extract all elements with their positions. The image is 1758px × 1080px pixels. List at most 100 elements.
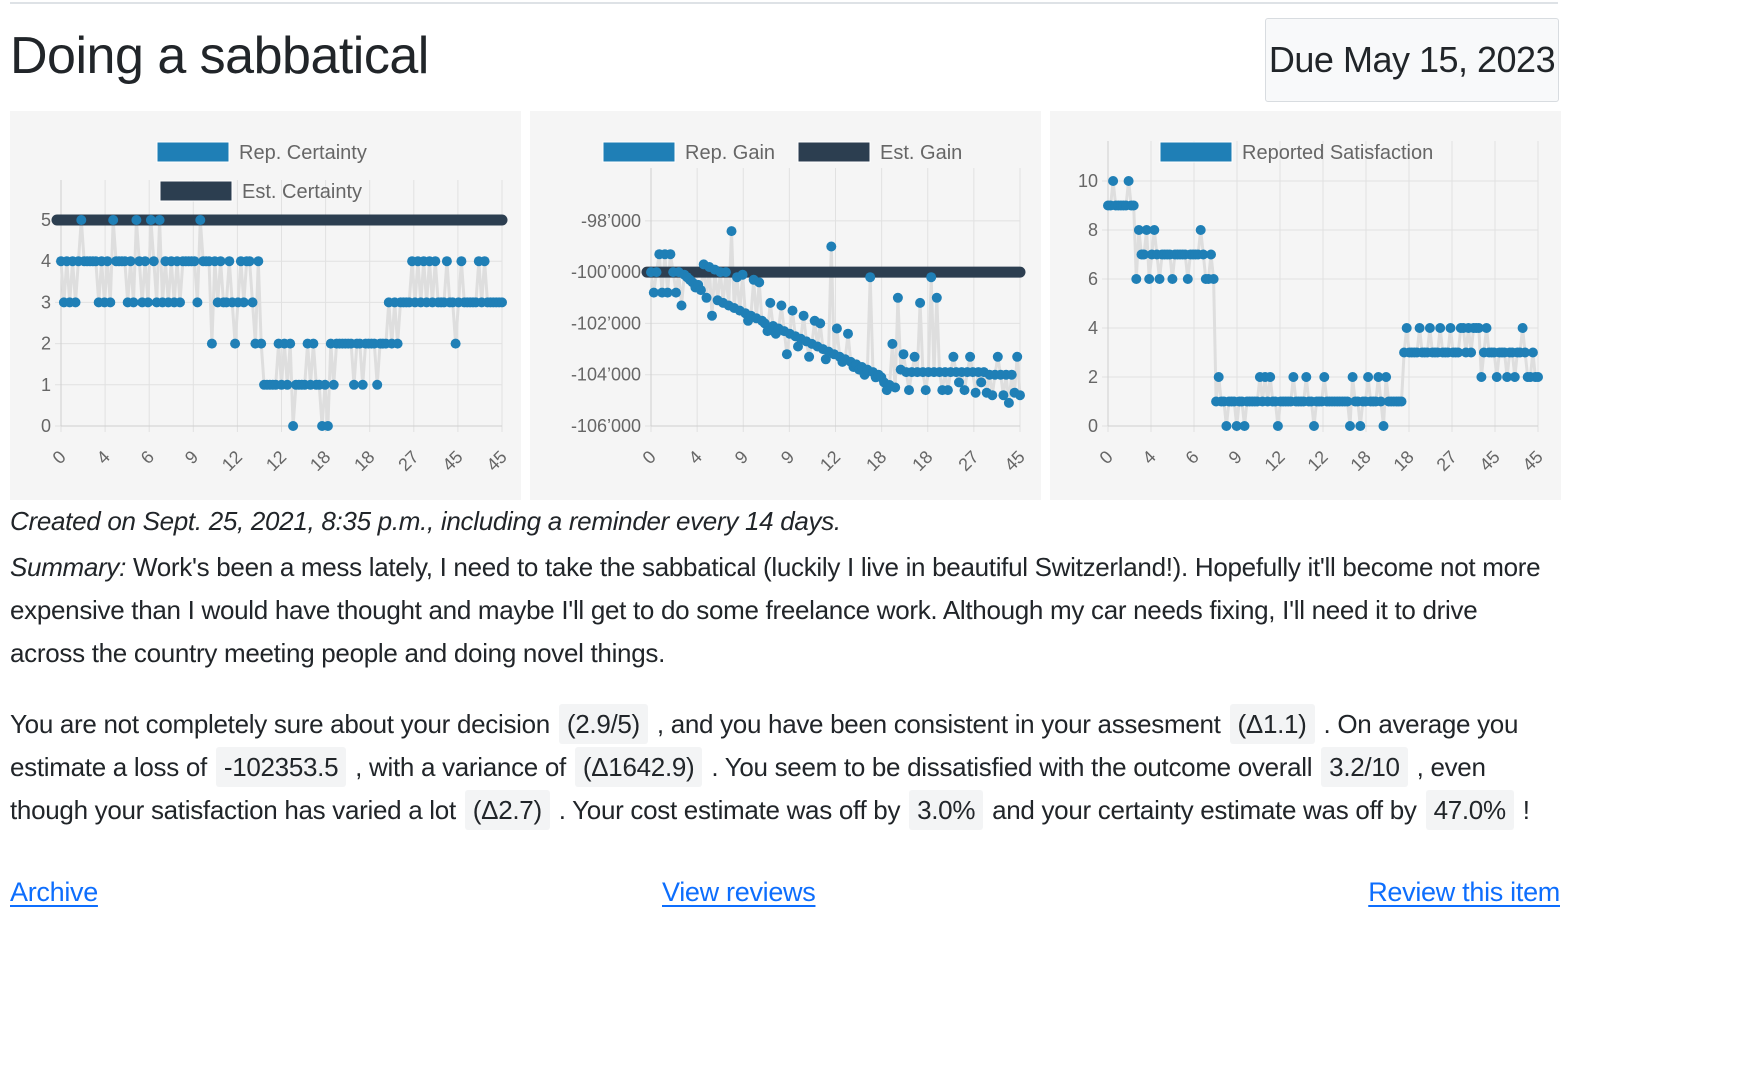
reported-data-point <box>798 310 809 321</box>
reported-data-point <box>1476 372 1487 382</box>
reported-data-point <box>926 272 937 283</box>
summary: Summary: Work's been a mess lately, I ne… <box>10 546 1555 675</box>
x-tick-label: 12 <box>262 447 290 475</box>
x-tick-label: 18 <box>1347 447 1375 475</box>
reported-data-point <box>1133 225 1144 235</box>
reported-data-point <box>1466 347 1477 358</box>
x-tick-label: 18 <box>1390 447 1418 475</box>
reported-data-point <box>105 297 116 308</box>
reported-data-point <box>230 338 241 349</box>
reported-data-point <box>887 338 898 349</box>
satisfaction-badge: 3.2/10 <box>1321 747 1408 787</box>
reported-data-point <box>976 377 987 388</box>
reported-data-point <box>1378 421 1389 431</box>
reported-data-point <box>256 338 267 349</box>
y-tick-label: -98’000 <box>581 211 641 231</box>
reported-data-point <box>1502 372 1513 382</box>
y-tick-label: 4 <box>1088 318 1098 338</box>
reported-data-point <box>1424 323 1435 333</box>
reported-data-point <box>737 269 748 280</box>
reported-data-point <box>1355 421 1366 431</box>
reported-data-point <box>1265 372 1276 382</box>
analysis-part: and your certainty estimate was off by <box>985 795 1424 825</box>
y-tick-label: 2 <box>1088 367 1098 387</box>
x-tick-label: 4 <box>1139 447 1160 468</box>
analysis-part: , with a variance of <box>348 752 573 782</box>
reported-data-point <box>954 377 964 388</box>
reported-data-point <box>892 292 903 303</box>
legend-label: Est. Gain <box>880 142 962 164</box>
y-tick-label: 0 <box>1088 416 1098 436</box>
reported-data-point <box>247 297 258 308</box>
reported-data-point <box>676 300 687 311</box>
reported-data-point <box>1139 249 1149 260</box>
reported-data-point <box>1509 372 1520 382</box>
legend-swatch <box>1159 141 1233 163</box>
reported-data-point <box>1288 372 1299 382</box>
archive-link[interactable]: Archive <box>10 877 98 907</box>
reported-data-point <box>322 421 333 431</box>
reported-data-point <box>965 351 976 362</box>
y-tick-label: 10 <box>1078 171 1098 191</box>
reported-data-point <box>707 310 717 321</box>
view-reviews-link[interactable]: View reviews <box>662 877 816 907</box>
review-item-link[interactable]: Review this item <box>1368 877 1560 907</box>
reported-data-point <box>1375 396 1386 407</box>
reported-data-point <box>865 272 876 283</box>
reported-data-point <box>1208 274 1219 284</box>
reported-data-point <box>1012 351 1023 362</box>
x-tick-label: 0 <box>1096 447 1117 468</box>
x-tick-label: 9 <box>777 447 798 468</box>
legend-label: Reported Satisfaction <box>1242 142 1433 164</box>
legend-swatch <box>156 141 230 163</box>
x-tick-label: 18 <box>908 447 936 475</box>
y-tick-label: 4 <box>41 251 51 271</box>
reported-data-point <box>320 379 330 390</box>
y-tick-label: -106’000 <box>571 416 641 436</box>
reported-data-point <box>1149 225 1160 235</box>
certainty-value-badge: (2.9/5) <box>558 704 648 744</box>
reported-data-point <box>285 338 296 349</box>
reported-data-point <box>920 385 931 396</box>
reported-data-point <box>253 256 264 267</box>
analysis-part: ! <box>1515 795 1530 825</box>
reported-data-point <box>915 297 926 308</box>
x-tick-label: 18 <box>350 447 378 475</box>
reported-data-point <box>671 287 681 298</box>
reported-data-point <box>1195 225 1206 235</box>
x-tick-label: 12 <box>1304 447 1332 475</box>
reported-data-point <box>904 385 914 396</box>
x-tick-label: 45 <box>438 447 466 475</box>
reported-data-point <box>441 256 452 267</box>
analysis-part: . You seem to be dissatisfied with the o… <box>704 752 1320 782</box>
analysis-text: You are not completely sure about your d… <box>10 703 1558 832</box>
x-tick-label: 18 <box>862 447 890 475</box>
reported-data-point <box>244 256 255 267</box>
reported-data-point <box>1003 397 1014 408</box>
reported-data-point <box>1239 421 1250 431</box>
top-divider <box>10 2 1558 4</box>
reported-data-point <box>308 338 319 349</box>
x-tick-label: 12 <box>218 447 246 475</box>
reported-data-point <box>456 256 467 267</box>
reported-data-point <box>1363 372 1374 382</box>
reported-data-point <box>128 297 139 308</box>
reported-data-point <box>759 318 770 329</box>
reported-data-point <box>1182 274 1193 284</box>
reported-data-point <box>125 256 136 267</box>
reported-data-point <box>108 215 119 225</box>
analysis-part: , and you have been consistent in your a… <box>649 709 1228 739</box>
x-tick-label: 4 <box>93 447 114 468</box>
y-tick-label: 1 <box>41 375 51 395</box>
reported-data-point <box>948 351 959 362</box>
reported-data-point <box>140 256 151 267</box>
reported-data-point <box>76 215 87 225</box>
summary-text: Work's been a mess lately, I need to tak… <box>10 552 1541 668</box>
reported-data-point <box>815 318 826 329</box>
summary-label: Summary: <box>10 552 127 582</box>
legend-label: Rep. Certainty <box>239 142 367 164</box>
reported-data-point <box>1309 421 1319 431</box>
reported-data-point <box>372 379 383 390</box>
reported-data-point <box>804 351 815 362</box>
